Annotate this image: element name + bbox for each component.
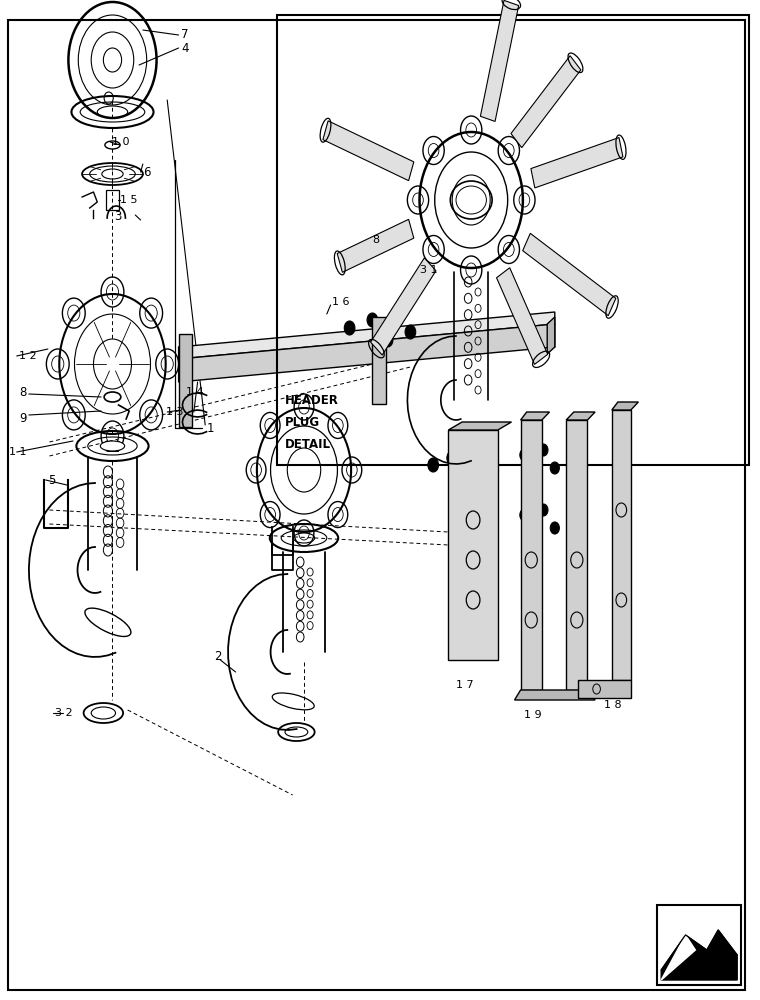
Polygon shape [515, 690, 595, 700]
Circle shape [520, 509, 529, 521]
Text: PLUG: PLUG [285, 416, 320, 428]
Text: 9: 9 [19, 412, 27, 426]
Polygon shape [531, 138, 623, 188]
Text: 4: 4 [181, 41, 188, 54]
Bar [106, 190, 119, 210]
Text: 3 1: 3 1 [420, 265, 438, 275]
Polygon shape [612, 410, 631, 680]
Text: 1 5: 1 5 [120, 195, 138, 205]
Polygon shape [511, 56, 581, 148]
Circle shape [550, 462, 559, 474]
Text: 2: 2 [214, 650, 222, 664]
Circle shape [447, 451, 458, 465]
Polygon shape [179, 312, 555, 359]
Text: 1 4: 1 4 [186, 387, 204, 397]
Circle shape [104, 92, 113, 104]
Text: 1 0: 1 0 [112, 137, 130, 147]
Text: 3 2: 3 2 [55, 708, 73, 718]
Text: 1 8: 1 8 [604, 700, 622, 710]
Text: 3: 3 [114, 211, 122, 224]
Polygon shape [448, 422, 511, 430]
Polygon shape [521, 420, 542, 690]
Text: 1: 1 [207, 422, 214, 434]
Circle shape [405, 325, 416, 339]
Bar [657, 905, 741, 985]
Bar [277, 15, 749, 465]
Ellipse shape [100, 441, 125, 451]
Polygon shape [523, 233, 616, 316]
Text: 1 3: 1 3 [166, 407, 183, 417]
Text: 7: 7 [181, 28, 188, 41]
Circle shape [520, 449, 529, 461]
Circle shape [367, 313, 378, 327]
Polygon shape [371, 258, 436, 355]
Circle shape [550, 522, 559, 534]
Text: 1 7: 1 7 [456, 680, 473, 690]
Polygon shape [323, 121, 413, 181]
Circle shape [539, 444, 548, 456]
Polygon shape [496, 268, 548, 364]
Polygon shape [547, 317, 555, 354]
Circle shape [382, 333, 393, 347]
Polygon shape [566, 420, 587, 690]
Polygon shape [521, 412, 549, 420]
Text: 1 2: 1 2 [19, 351, 36, 361]
Text: 5: 5 [48, 474, 55, 487]
Text: 1 6: 1 6 [332, 297, 350, 307]
Text: 8: 8 [19, 386, 27, 399]
Text: 1 9: 1 9 [524, 710, 542, 720]
Polygon shape [566, 412, 595, 420]
Polygon shape [661, 935, 695, 980]
Text: HEADER: HEADER [285, 393, 339, 406]
Polygon shape [578, 680, 631, 698]
Circle shape [569, 456, 578, 468]
Polygon shape [372, 317, 386, 404]
Circle shape [428, 458, 439, 472]
Polygon shape [337, 219, 413, 272]
Circle shape [344, 321, 355, 335]
Polygon shape [179, 324, 555, 382]
Circle shape [464, 470, 475, 484]
Circle shape [483, 463, 494, 477]
Polygon shape [661, 930, 737, 980]
Polygon shape [179, 334, 192, 427]
Polygon shape [612, 402, 638, 410]
Polygon shape [448, 430, 498, 660]
Polygon shape [480, 0, 518, 121]
Text: 6: 6 [143, 165, 150, 178]
Text: 8: 8 [372, 235, 379, 245]
Text: DETAIL: DETAIL [285, 438, 331, 451]
Circle shape [539, 504, 548, 516]
Text: 1 1: 1 1 [9, 447, 27, 457]
Circle shape [569, 516, 578, 528]
